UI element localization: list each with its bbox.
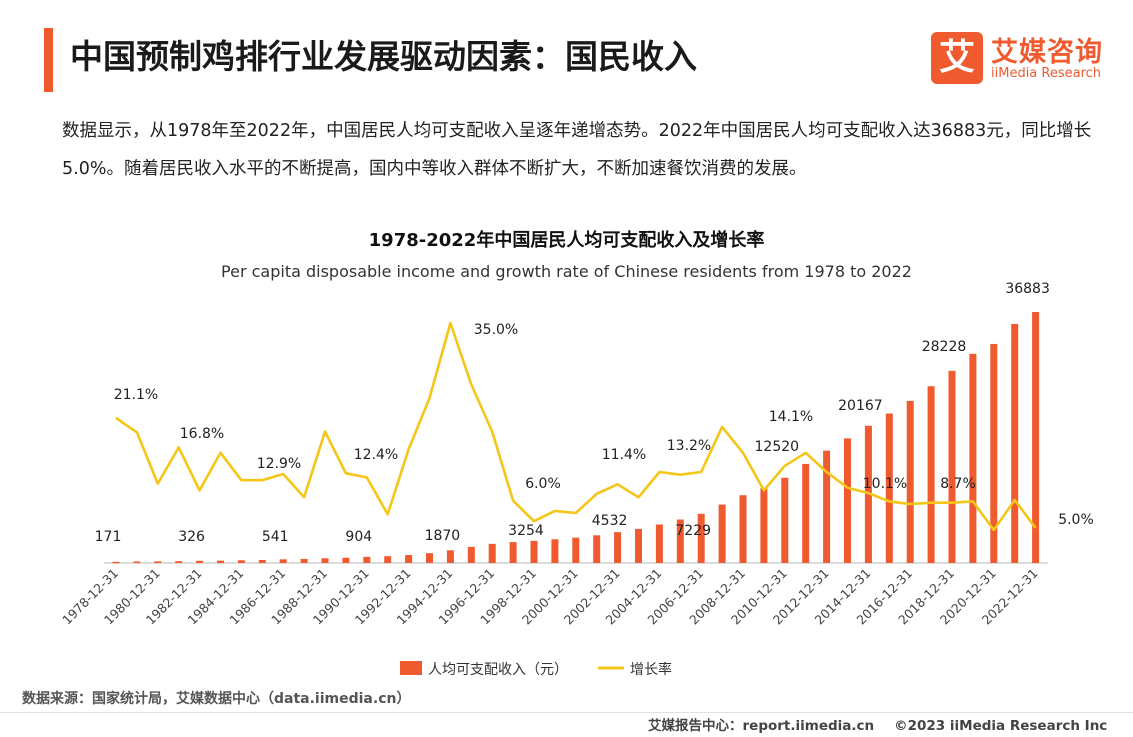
income-bar <box>969 353 977 563</box>
income-bar <box>530 540 538 563</box>
growth-data-label: 13.2% <box>667 438 711 454</box>
income-bar <box>551 539 559 563</box>
logo-en-text: iiMedia Research <box>991 66 1102 81</box>
income-bar <box>844 438 851 563</box>
income-bar <box>342 557 350 563</box>
income-bar <box>948 370 956 563</box>
income-bar <box>488 543 496 563</box>
legend-line-label: 增长率 <box>630 661 672 678</box>
income-bar <box>718 504 726 563</box>
footer: 艾媒报告中心：report.iimedia.cn ©2023 iiMedia Re… <box>648 714 1127 734</box>
logo-cn-text: 艾媒咨询 <box>991 37 1103 68</box>
growth-data-label: 14.1% <box>769 409 813 425</box>
growth-data-label: 12.4% <box>354 447 398 463</box>
growth-data-label: 16.8% <box>180 426 224 442</box>
growth-data-label: 8.7% <box>940 476 976 492</box>
data-source: 数据来源：国家统计局，艾媒数据中心（data.iimedia.cn） <box>22 691 411 707</box>
income-bar <box>384 556 392 563</box>
title-accent-bar <box>44 28 53 92</box>
income-bar <box>760 488 768 563</box>
growth-data-label: 12.9% <box>257 456 301 472</box>
income-data-label: 7229 <box>675 523 711 539</box>
growth-data-label: 21.1% <box>114 387 158 403</box>
income-bar <box>300 558 308 563</box>
legend-bar-swatch <box>400 661 422 675</box>
income-bar <box>823 450 831 563</box>
income-bar <box>885 413 893 563</box>
legend-bar-label: 人均可支配收入（元） <box>428 662 568 678</box>
income-bar <box>467 546 475 563</box>
income-bar <box>572 537 580 563</box>
income-data-label: 36883 <box>1005 281 1050 297</box>
growth-data-label: 10.1% <box>863 476 907 492</box>
income-data-label: 326 <box>178 529 205 545</box>
brand-logo: 艾 艾媒咨询 iiMedia Research <box>931 30 1121 88</box>
income-bar <box>990 343 998 563</box>
growth-data-label: 5.0% <box>1058 512 1094 528</box>
chart-subtitle: Per capita disposable income and growth … <box>221 262 912 281</box>
income-bar <box>655 524 663 563</box>
income-data-label: 904 <box>345 529 372 545</box>
income-bar <box>112 561 120 564</box>
income-bar <box>906 400 914 563</box>
income-bar <box>676 519 684 563</box>
income-bar <box>426 553 433 563</box>
income-bar <box>258 559 266 563</box>
income-bar <box>405 555 413 563</box>
income-bar <box>1011 323 1019 563</box>
income-bar <box>279 559 287 563</box>
growth-data-label: 35.0% <box>474 322 518 338</box>
chart-title: 1978-2022年中国居民人均可支配收入及增长率 <box>368 230 765 251</box>
income-bar <box>781 477 789 563</box>
income-bar <box>363 556 371 563</box>
income-bar <box>739 495 747 563</box>
income-data-label: 171 <box>95 529 122 545</box>
description-paragraph: 数据显示，从1978年至2022年，中国居民人均可支配收入呈逐年递增态势。202… <box>62 121 1092 179</box>
income-data-label: 28228 <box>922 339 967 355</box>
income-bar <box>635 528 642 563</box>
income-bar <box>614 532 622 563</box>
income-data-label: 20167 <box>838 398 883 414</box>
income-data-label: 3254 <box>508 523 544 539</box>
income-bar <box>321 558 329 563</box>
footer-divider <box>0 712 1133 713</box>
copyright: ©2023 iiMedia Research Inc <box>894 718 1108 734</box>
income-bar <box>196 560 204 563</box>
income-bar <box>509 542 517 563</box>
income-bar <box>133 561 141 564</box>
income-bar <box>154 561 162 563</box>
income-bar <box>237 560 245 563</box>
logo-mark-icon: 艾 <box>931 32 983 84</box>
growth-rate-line <box>115 321 1037 532</box>
income-bar <box>697 513 705 563</box>
income-bar <box>927 386 935 563</box>
income-bar <box>1032 312 1040 563</box>
report-center-link[interactable]: 艾媒报告中心：report.iimedia.cn <box>648 718 875 734</box>
income-data-label: 4532 <box>592 513 628 529</box>
income-data-label: 12520 <box>755 439 800 455</box>
income-bar <box>217 560 224 563</box>
income-bar <box>802 463 810 563</box>
income-data-label: 541 <box>262 529 289 545</box>
income-data-label: 1870 <box>425 528 461 544</box>
income-bar <box>593 535 601 563</box>
income-bar <box>175 561 183 563</box>
page-title: 中国预制鸡排行业发展驱动因素：国民收入 <box>70 37 697 76</box>
income-bar <box>446 550 454 563</box>
growth-data-label: 6.0% <box>525 476 561 492</box>
growth-data-label: 11.4% <box>602 447 646 463</box>
